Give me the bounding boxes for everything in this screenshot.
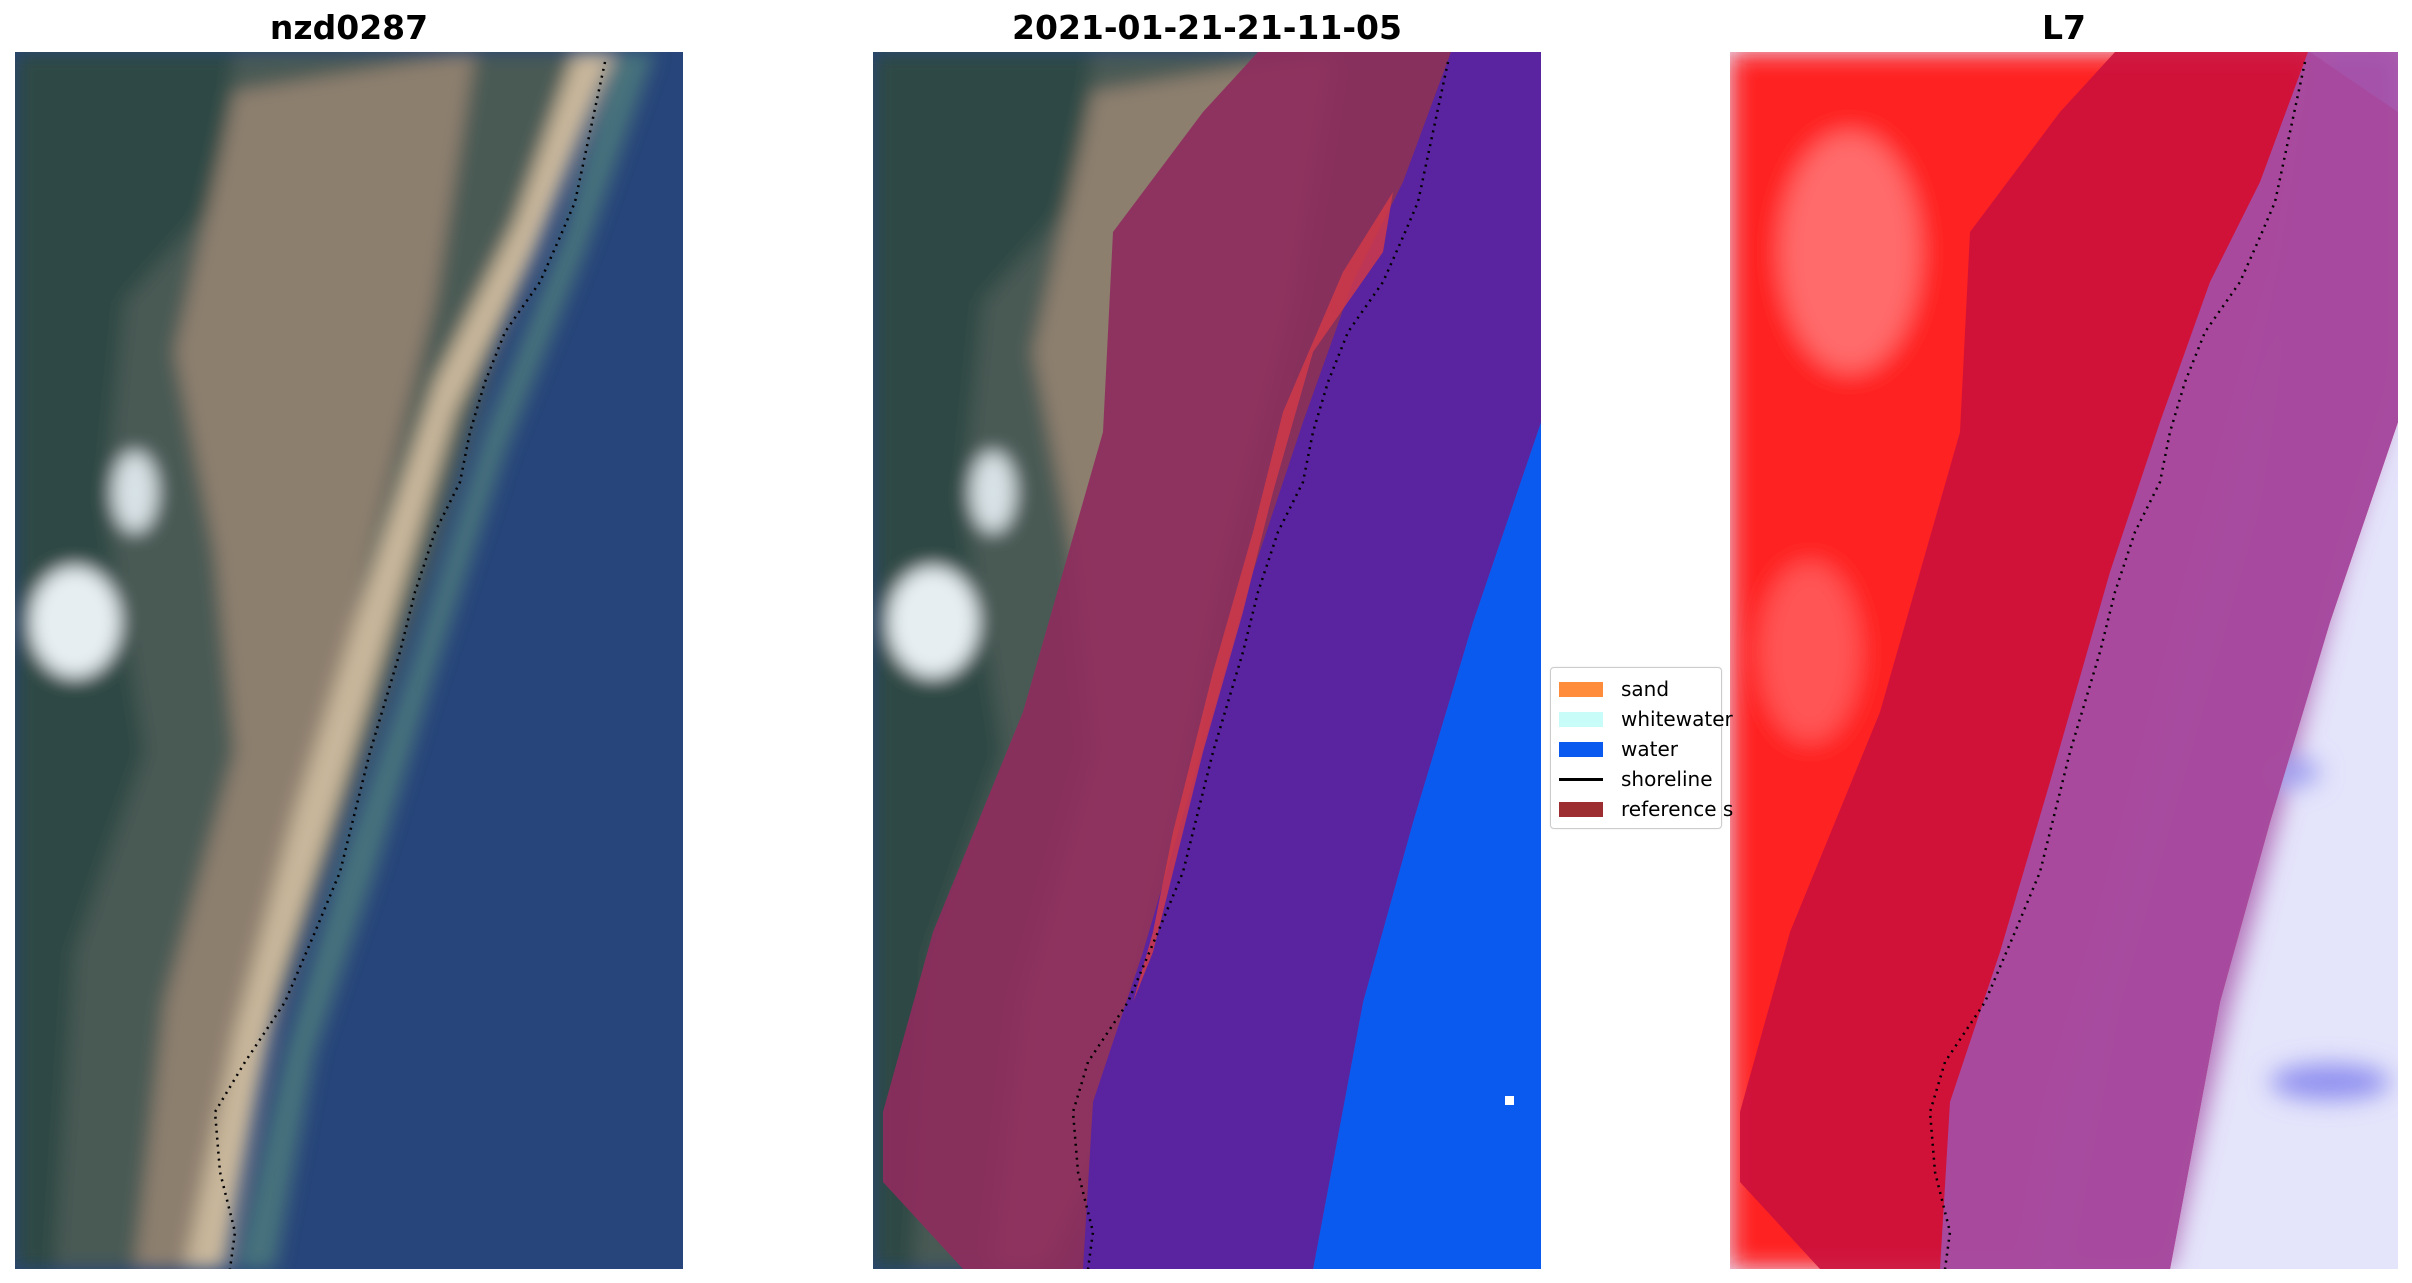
water-swatch [1559, 741, 1603, 757]
shoreline-line-swatch [1559, 777, 1603, 781]
panel-title-index: L7 [2042, 8, 2086, 47]
legend-label: shoreline [1621, 767, 1713, 791]
legend-item-sand: sand [1559, 677, 1670, 701]
whitewater-pixel [1505, 1096, 1514, 1105]
panel-title-rgb: nzd0287 [269, 8, 429, 47]
whitewater-swatch [1559, 711, 1603, 727]
legend-item-shoreline: shoreline [1559, 767, 1713, 791]
legend-item-whitewater: whitewater [1559, 707, 1733, 731]
sand-misclass-strip [1133, 192, 1393, 1002]
cloud-patch [888, 567, 978, 677]
rgb-image [15, 52, 683, 1269]
legend-label: water [1621, 737, 1678, 761]
index-mottle [2270, 1064, 2390, 1100]
legend-label: sand [1621, 677, 1670, 701]
surf-zone [235, 52, 655, 1269]
sand-swatch [1559, 681, 1603, 697]
index-image [1730, 52, 2398, 1269]
classified-image-panel [873, 52, 1541, 1269]
reference-swatch [1559, 801, 1603, 817]
cloud-patch [30, 567, 120, 677]
legend-item-water: water [1559, 737, 1678, 761]
water-buffer-overlap [1083, 52, 1541, 1269]
index-mottle [1760, 562, 1860, 742]
legend-label: whitewater [1621, 707, 1733, 731]
buffer-overlap [1940, 52, 2398, 1269]
legend-label: reference s [1621, 797, 1734, 821]
panel-title-classified: 2021-01-21-21-11-05 [1012, 8, 1402, 47]
cloud-patch [971, 452, 1015, 532]
cloud-patch [113, 452, 157, 532]
dry-land-area [135, 52, 475, 1269]
index-mottle [1780, 132, 1920, 372]
vegetation-area [15, 52, 235, 1269]
legend: sand whitewater water shoreline referenc… [1550, 667, 1733, 829]
beach-strip [185, 52, 615, 1269]
rgb-image-panel [15, 52, 683, 1269]
index-image-panel [1730, 52, 2398, 1269]
legend-item-reference: reference s [1559, 797, 1734, 821]
classified-image [873, 52, 1541, 1269]
